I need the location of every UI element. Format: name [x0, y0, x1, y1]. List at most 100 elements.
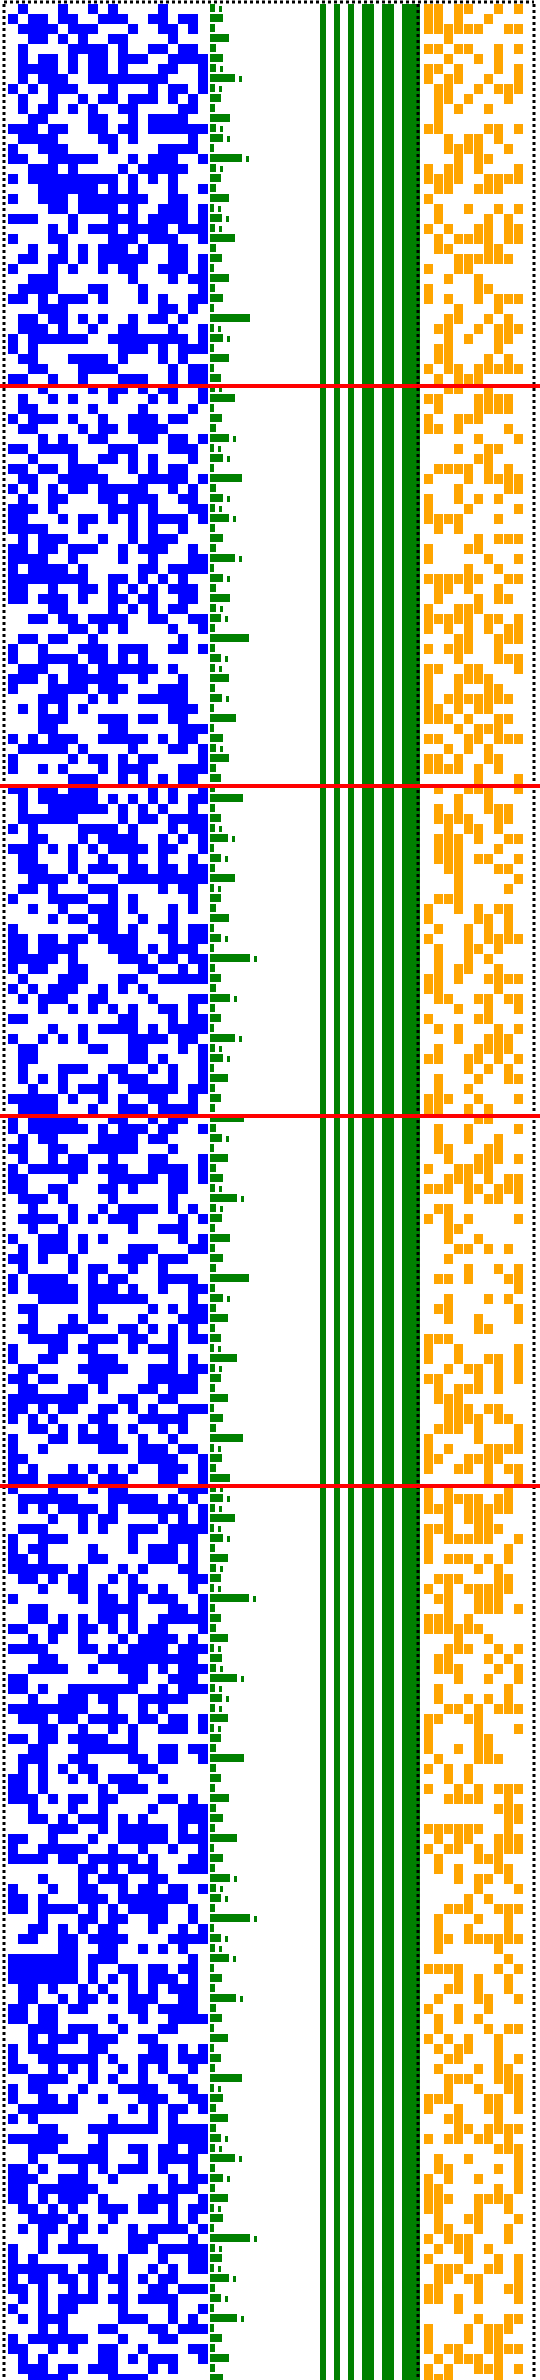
state-cell — [128, 664, 138, 674]
state-cell — [78, 2004, 88, 2014]
output-cell — [494, 474, 503, 484]
state-cell — [108, 1164, 118, 1174]
state-cell — [48, 1794, 58, 1804]
state-cell — [98, 494, 108, 504]
state-cell — [198, 2044, 208, 2054]
output-cell — [424, 1544, 433, 1554]
state-cell — [88, 434, 98, 444]
carry-bit — [219, 1506, 222, 1512]
output-cell — [434, 1934, 443, 1944]
output-cell — [464, 1084, 473, 1094]
state-cell — [168, 1884, 178, 1894]
state-cell — [108, 494, 118, 504]
state-cell — [138, 2074, 148, 2084]
output-cell — [484, 554, 493, 564]
carry-bit — [210, 484, 216, 492]
output-cell — [434, 354, 443, 364]
output-cell — [444, 144, 453, 154]
state-cell — [48, 654, 58, 664]
state-cell — [108, 1704, 118, 1714]
output-cell — [484, 1174, 493, 1184]
carry-bit — [210, 324, 214, 332]
state-cell — [48, 1414, 58, 1424]
state-cell — [88, 384, 98, 394]
state-cell — [168, 2074, 178, 2084]
state-cell — [128, 1104, 138, 1114]
state-cell — [158, 2144, 168, 2154]
output-cell — [434, 804, 443, 814]
state-cell — [58, 2104, 68, 2114]
state-cell — [18, 814, 28, 824]
state-cell — [178, 414, 188, 424]
state-cell — [198, 1064, 208, 1074]
state-cell — [168, 784, 178, 794]
state-cell — [148, 1894, 158, 1904]
output-cell — [424, 64, 433, 74]
state-cell — [68, 2294, 78, 2304]
state-cell — [38, 1954, 48, 1964]
state-cell — [68, 1504, 78, 1514]
output-cell — [434, 2044, 443, 2054]
output-cell — [494, 614, 503, 624]
state-cell — [108, 1194, 118, 1204]
state-cell — [128, 1644, 138, 1654]
output-cell — [474, 664, 483, 674]
state-cell — [8, 144, 18, 154]
carry-bit — [210, 2164, 215, 2172]
state-cell — [108, 1934, 118, 1944]
state-cell — [168, 1174, 178, 1184]
output-cell — [454, 1834, 463, 1844]
output-cell — [484, 794, 493, 804]
state-cell — [58, 254, 68, 264]
output-cell — [424, 644, 433, 654]
state-cell — [38, 554, 48, 564]
carry-bit — [225, 856, 228, 862]
output-cell — [454, 684, 463, 694]
state-cell — [138, 754, 148, 764]
state-cell — [138, 1034, 148, 1044]
output-cell — [424, 174, 433, 184]
state-cell — [98, 854, 108, 864]
state-cell — [128, 194, 138, 204]
state-cell — [28, 884, 38, 894]
state-cell — [8, 1594, 18, 1604]
state-cell — [58, 1954, 68, 1964]
output-cell — [424, 914, 433, 924]
state-cell — [168, 584, 178, 594]
state-cell — [128, 174, 138, 184]
state-cell — [68, 1934, 78, 1944]
state-cell — [88, 1664, 98, 1674]
state-cell — [128, 374, 138, 384]
state-cell — [118, 2284, 128, 2294]
state-cell — [158, 2164, 168, 2174]
state-cell — [68, 1474, 78, 1484]
state-cell — [18, 1834, 28, 1844]
state-cell — [78, 314, 88, 324]
output-cell — [494, 754, 503, 764]
carry-bit — [210, 1324, 215, 1332]
state-cell — [178, 744, 188, 754]
output-cell — [484, 2324, 493, 2334]
state-cell — [108, 1684, 118, 1694]
output-cell — [504, 294, 513, 304]
output-cell — [464, 94, 473, 104]
output-cell — [454, 604, 463, 614]
state-cell — [98, 294, 108, 304]
state-cell — [8, 334, 18, 344]
state-cell — [68, 2284, 78, 2294]
state-cell — [118, 1204, 128, 1214]
state-cell — [88, 224, 98, 234]
output-cell — [514, 84, 523, 94]
state-cell — [148, 2354, 158, 2364]
output-cell — [474, 1974, 483, 1984]
state-cell — [108, 194, 118, 204]
state-cell — [188, 1934, 198, 1944]
state-cell — [58, 534, 68, 544]
state-cell — [58, 734, 68, 744]
state-cell — [8, 174, 18, 184]
state-cell — [48, 1474, 58, 1484]
state-cell — [28, 634, 38, 644]
state-cell — [58, 2174, 68, 2184]
state-cell — [68, 1324, 78, 1334]
state-cell — [148, 1854, 158, 1864]
